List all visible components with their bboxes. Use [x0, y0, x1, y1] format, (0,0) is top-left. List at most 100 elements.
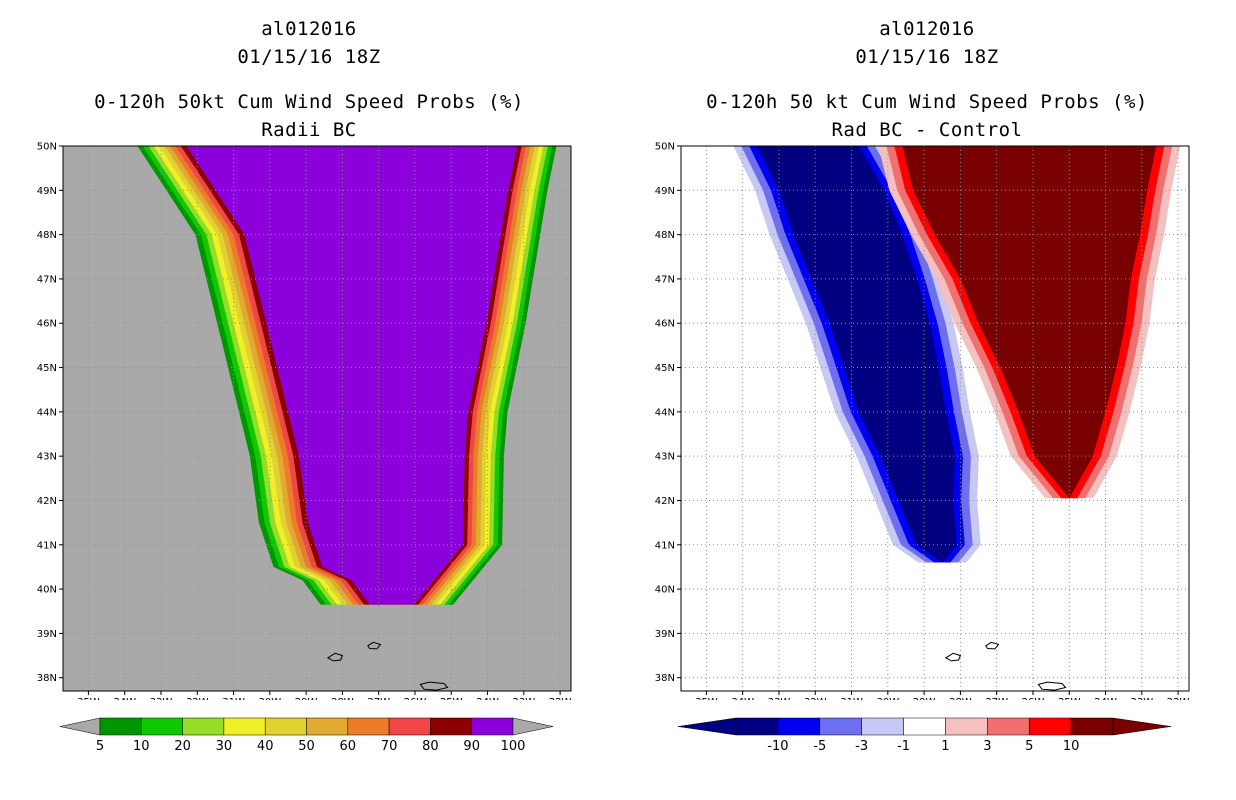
- right-colorbar: -10 -5 -3 -1 1 3 5 10: [677, 717, 1172, 754]
- islands: [326, 641, 449, 691]
- x-tick-label: 27W: [367, 697, 390, 700]
- gridlines: [63, 145, 571, 691]
- y-tick-label: 50N: [37, 142, 57, 153]
- x-tick-label: 26W: [404, 697, 427, 700]
- colorbar-label: 70: [381, 739, 398, 754]
- y-tick-label: 48N: [655, 230, 675, 241]
- colorbar-swatch: [903, 717, 946, 736]
- y-tick-label: 43N: [655, 452, 675, 463]
- left-chart-subtitle: Radii BC: [261, 119, 357, 141]
- y-tick-label: 41N: [37, 540, 57, 551]
- contour-layer: [137, 146, 557, 605]
- x-tick-label: 28W: [331, 697, 354, 700]
- x-tick-label: 29W: [913, 697, 936, 700]
- x-tick-label: 25W: [440, 697, 463, 700]
- colorbar-swatch: [306, 717, 349, 736]
- x-tick-label: 26W: [1022, 697, 1045, 700]
- x-tick-label: 27W: [985, 697, 1008, 700]
- y-tick-label: 45N: [37, 363, 57, 374]
- colorbar-label: 40: [257, 739, 274, 754]
- y-tick-label: 44N: [655, 407, 675, 418]
- gridlines: [681, 145, 1189, 691]
- island-outline: [985, 641, 1000, 650]
- colorbar-label: 10: [1063, 739, 1080, 754]
- x-tick-label: 34W: [113, 697, 136, 700]
- island-outline: [326, 652, 344, 662]
- right-datetime: 01/15/16 18Z: [855, 46, 999, 68]
- x-tick-label: 23W: [1131, 697, 1154, 700]
- x-tick-label: 28W: [949, 697, 972, 700]
- colorbar-under-triangle: [677, 717, 737, 736]
- colorbar-over-triangle: [1112, 717, 1172, 736]
- colorbar-label: 5: [96, 739, 104, 754]
- map-frame: [62, 145, 572, 692]
- colorbar-swatch: [182, 717, 225, 736]
- colorbar-swatch: [1070, 717, 1114, 736]
- left-panel: al012016 01/15/16 18Z 0-120h 50kt Cum Wi…: [37, 18, 572, 754]
- y-tick-label: 42N: [37, 496, 57, 507]
- colorbar-swatch: [945, 717, 988, 736]
- y-tick-label: 41N: [655, 540, 675, 551]
- x-tick-label: 29W: [295, 697, 318, 700]
- colorbar-swatch: [388, 717, 431, 736]
- y-tick-label: 48N: [37, 230, 57, 241]
- right-storm-id: al012016: [879, 18, 975, 40]
- colorbar-label: 10: [133, 739, 150, 754]
- x-tick-label: 23W: [513, 697, 536, 700]
- colorbar-swatch: [735, 717, 779, 736]
- island-outline: [367, 641, 382, 650]
- map-frame: [680, 145, 1190, 692]
- colorbar-label: 50: [298, 739, 315, 754]
- x-tick-label: 34W: [731, 697, 754, 700]
- y-tick-label: 49N: [37, 186, 57, 197]
- x-tick-label: 25W: [1058, 697, 1081, 700]
- y-tick-label: 40N: [655, 585, 675, 596]
- y-tick-label: 39N: [655, 629, 675, 640]
- colorbar-label: 60: [340, 739, 357, 754]
- colorbar-swatch: [987, 717, 1030, 736]
- y-tick-label: 40N: [37, 585, 57, 596]
- colorbar-swatch: [223, 717, 266, 736]
- negative-band-level--10: [757, 146, 957, 563]
- colorbar-swatch: [99, 717, 142, 736]
- colorbar-swatch: [819, 717, 862, 736]
- island-outline: [419, 681, 449, 691]
- x-tick-label: 31W: [222, 697, 245, 700]
- island-outline: [944, 652, 962, 662]
- colorbar-label: 90: [463, 739, 480, 754]
- colorbar-label: 1: [941, 739, 949, 754]
- x-tick-label: 22W: [1167, 697, 1190, 700]
- right-chart-subtitle: Rad BC - Control: [831, 119, 1023, 141]
- x-tick-label: 32W: [186, 697, 209, 700]
- colorbar-label: 5: [1025, 739, 1033, 754]
- y-tick-label: 38N: [655, 673, 675, 684]
- y-tick-label: 42N: [655, 496, 675, 507]
- y-tick-label: 50N: [655, 142, 675, 153]
- x-tick-label: 33W: [150, 697, 173, 700]
- island-outline: [1037, 681, 1067, 691]
- colorbar-swatch: [471, 717, 514, 736]
- x-tick-label: 35W: [695, 697, 718, 700]
- islands: [944, 641, 1067, 691]
- left-storm-id: al012016: [261, 18, 357, 40]
- y-tick-label: 49N: [655, 186, 675, 197]
- x-tick-label: 24W: [476, 697, 499, 700]
- y-tick-label: 46N: [37, 319, 57, 330]
- y-tick-label: 46N: [655, 319, 675, 330]
- colorbar-label: 20: [174, 739, 191, 754]
- positive-band-level-10: [902, 146, 1157, 499]
- colorbar-label: -3: [855, 739, 868, 754]
- colorbar-swatch: [141, 717, 183, 736]
- right-map: 35W 34W 33W 32W 31W 30W 29W 28W 27W 26W 25W 24W 23W 2…: [655, 142, 1190, 701]
- contour-layer: [733, 146, 1181, 563]
- x-tick-label: 30W: [877, 697, 900, 700]
- left-map: 35W 34W 33W 32W 31W 30W 29W 28W 27W 26W 25W 24W 23W 2…: [37, 142, 572, 701]
- y-tick-label: 44N: [37, 407, 57, 418]
- y-tick-label: 38N: [37, 673, 57, 684]
- colorbar-label: 80: [422, 739, 439, 754]
- x-tick-label: 24W: [1094, 697, 1117, 700]
- colorbar-over-triangle: [512, 717, 554, 736]
- y-tick-label: 43N: [37, 452, 57, 463]
- colorbar-label: 3: [983, 739, 991, 754]
- right-panel: al012016 01/15/16 18Z 0-120h 50 kt Cum W…: [618, 0, 1236, 800]
